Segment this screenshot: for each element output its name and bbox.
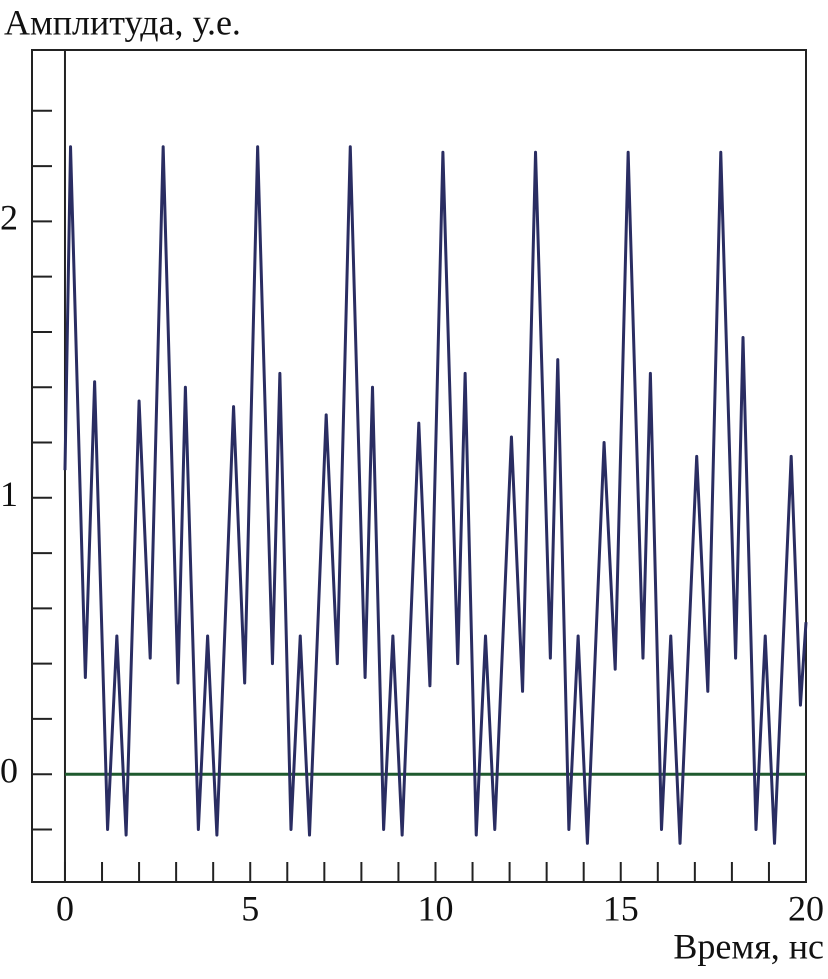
x-tick-label: 5 (241, 888, 259, 928)
x-tick-label: 15 (603, 888, 639, 928)
plot-frame (31, 49, 807, 883)
y-tick-label: 1 (0, 474, 18, 514)
x-axis-label: Время, нс (673, 926, 824, 966)
x-tick-label: 20 (788, 888, 824, 928)
y-tick-label: 2 (0, 198, 18, 238)
y-tick-label: 0 (0, 750, 18, 790)
y-axis-label: Амплитуда, у.е. (4, 2, 241, 42)
x-tick-label: 0 (56, 888, 74, 928)
x-tick-label: 10 (417, 888, 453, 928)
signal-line (63, 145, 808, 845)
